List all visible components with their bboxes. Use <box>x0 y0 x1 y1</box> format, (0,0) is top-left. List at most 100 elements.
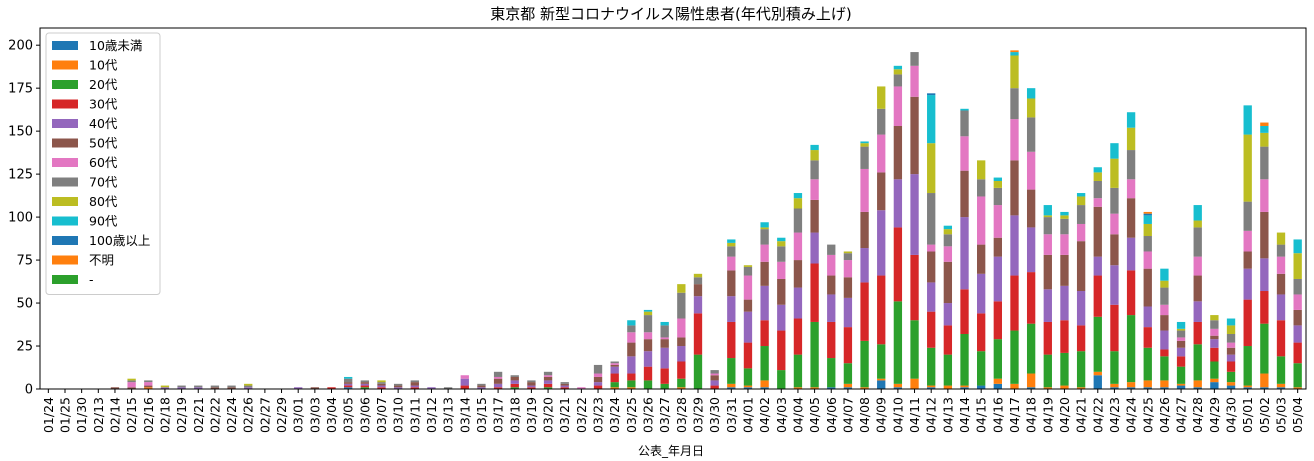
bar-segment <box>543 376 553 381</box>
bar-segment <box>660 325 669 338</box>
x-tick-label: 04/06 <box>824 397 839 433</box>
bar-segment <box>943 234 953 247</box>
x-tick-label: 04/18 <box>1024 397 1039 433</box>
bar-segment <box>1293 239 1302 254</box>
bar-segment <box>1293 363 1302 388</box>
x-tick-label: 05/03 <box>1274 397 1289 433</box>
bar-segment <box>977 351 986 386</box>
bar-segment <box>943 225 953 230</box>
y-axis: 0 25 50 75 100 125 150 175 200 <box>8 39 40 398</box>
bar-segment <box>360 383 369 386</box>
bar-segment <box>793 208 803 233</box>
bar-segment <box>893 74 903 87</box>
bar-segment <box>827 244 836 255</box>
bar-segment <box>943 354 953 386</box>
y-tick-label: 0 <box>25 383 33 398</box>
bar-segment <box>677 292 686 319</box>
bar-segment <box>543 375 553 377</box>
x-tick-label: 04/23 <box>1107 397 1122 433</box>
bar-segment <box>1276 320 1286 357</box>
x-tick-label: 03/06 <box>357 397 372 433</box>
bar-segment <box>1160 315 1169 331</box>
bar-segment <box>1026 189 1036 228</box>
bar-segment <box>660 347 669 369</box>
bar-segment <box>1293 253 1302 279</box>
bar-segment <box>1010 215 1019 276</box>
bar-segment <box>1226 347 1236 355</box>
bar-segment <box>743 385 753 388</box>
legend-label: 30代 <box>89 97 118 112</box>
bar-segment <box>1093 256 1102 276</box>
x-tick-label: 04/25 <box>1140 397 1155 433</box>
bar-segment <box>527 380 536 383</box>
bar-segment <box>1193 301 1202 322</box>
bar-segment <box>1076 351 1086 388</box>
bar-segment <box>1126 237 1136 271</box>
x-tick-label: 03/25 <box>624 397 639 433</box>
bar-segment <box>1093 180 1102 199</box>
bar-segment <box>860 211 869 249</box>
bar-segment <box>610 361 619 364</box>
bar-segment <box>860 387 869 389</box>
bar-segment <box>860 340 869 388</box>
x-tick-label: 04/27 <box>1174 397 1189 433</box>
x-tick-label: 03/15 <box>474 397 489 433</box>
bar-segment <box>1110 143 1119 159</box>
bar-segment <box>960 110 969 137</box>
bar-segment <box>1043 217 1052 235</box>
bar-segment <box>344 376 353 379</box>
bar-segment <box>1110 234 1119 266</box>
bar-segment <box>1243 201 1252 231</box>
x-tick-label: 05/04 <box>1290 397 1305 433</box>
bar-segment <box>810 232 819 264</box>
bar-segment <box>1160 304 1169 316</box>
bar-segment <box>660 383 669 389</box>
legend-label: 不明 <box>89 253 114 268</box>
bar-segment <box>510 387 519 389</box>
bar-segment <box>727 242 736 247</box>
bar-segment <box>960 170 969 218</box>
bar-segment <box>1260 132 1269 147</box>
bar-segment <box>1176 321 1186 329</box>
bar-segment <box>460 385 469 389</box>
bar-segment <box>793 387 803 389</box>
bar-segment <box>1143 223 1152 237</box>
bar-segment <box>643 380 653 389</box>
bar-segment <box>710 380 719 386</box>
bar-segment <box>377 383 386 386</box>
bar-segment <box>710 373 719 376</box>
bar-segment <box>843 387 853 389</box>
bar-segment <box>1193 387 1202 389</box>
bar-segment <box>693 284 703 297</box>
bar-segment <box>927 193 936 245</box>
bar-segment <box>710 375 719 381</box>
bar-segment <box>227 385 236 388</box>
bar-segment <box>1010 275 1019 331</box>
bar-segment <box>643 351 653 367</box>
bar-segment <box>943 261 953 304</box>
bar-segment <box>160 387 170 389</box>
bar-segment <box>593 376 603 383</box>
bar-segment <box>1160 349 1169 357</box>
x-tick-label: 03/10 <box>391 397 406 433</box>
bar-segment <box>927 95 936 144</box>
legend-swatch <box>52 236 78 245</box>
bars-layer <box>110 50 1302 389</box>
bar-segment <box>593 382 603 386</box>
legend-swatch <box>52 119 78 128</box>
bar-segment <box>860 282 869 341</box>
bar-segment <box>410 380 419 383</box>
bar-segment <box>1193 256 1202 276</box>
bar-segment <box>610 366 619 374</box>
bar-segment <box>1193 220 1202 228</box>
bar-segment <box>294 387 303 389</box>
bar-segment <box>627 380 636 388</box>
bar-segment <box>1243 230 1252 252</box>
bar-segment <box>1110 213 1119 235</box>
bar-segment <box>1060 215 1069 219</box>
bar-segment <box>1093 371 1102 376</box>
bar-segment <box>1026 117 1036 152</box>
bar-segment <box>127 378 136 381</box>
bar-segment <box>244 383 253 386</box>
bar-segment <box>860 141 869 144</box>
